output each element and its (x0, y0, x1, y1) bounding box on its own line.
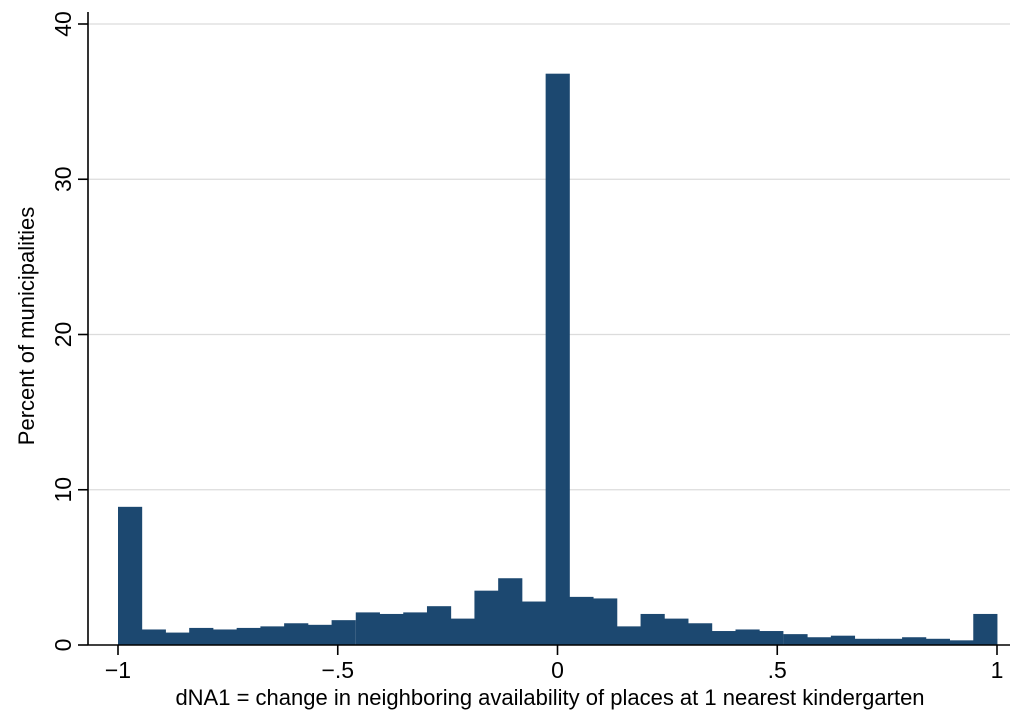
bar-24 (688, 623, 713, 645)
bar-20 (593, 598, 618, 645)
bar-22 (640, 613, 665, 645)
bar-25 (711, 631, 736, 645)
bar-31 (854, 638, 879, 645)
bar-26 (735, 629, 760, 645)
bar-32 (878, 638, 903, 645)
bar-29 (807, 637, 832, 645)
x-tick-label-2: 0 (551, 657, 564, 683)
x-tick-label-1: −.5 (321, 657, 354, 683)
bar-17 (521, 601, 547, 645)
y-tick-label-0: 0 (50, 639, 76, 652)
bar-10 (355, 612, 380, 645)
bar-7 (284, 623, 309, 645)
bar-30 (830, 635, 856, 645)
bar-33 (902, 637, 927, 645)
bar-19 (569, 596, 594, 645)
x-ticks: −1 −.5 0 .5 1 (105, 645, 1004, 683)
bar-34 (925, 638, 950, 645)
y-tick-label-3: 30 (50, 166, 76, 192)
bar-13 (426, 606, 452, 645)
y-axis-title: Percent of municipalities (14, 207, 39, 445)
bar-16 (498, 578, 523, 645)
bar-36 (973, 613, 998, 645)
bar-18 (545, 73, 570, 646)
bar-28 (783, 634, 808, 645)
y-tick-label-4: 40 (50, 11, 76, 37)
bar-15 (474, 590, 499, 645)
y-tick-label-1: 10 (50, 477, 76, 503)
x-axis-title: dNA1 = change in neighboring availabilit… (175, 685, 924, 710)
bar-23 (664, 618, 689, 645)
bar-9 (331, 620, 356, 645)
bar-12 (403, 612, 428, 645)
bar-11 (379, 613, 404, 645)
bar-21 (616, 626, 642, 645)
bar-6 (260, 626, 285, 645)
bar-27 (759, 631, 784, 645)
bars (118, 73, 998, 646)
bar-5 (236, 627, 261, 645)
bar-2 (165, 632, 190, 645)
bar-14 (450, 618, 475, 645)
axes (87, 12, 1010, 646)
bar-1 (141, 629, 166, 645)
x-tick-label-4: 1 (991, 657, 1004, 683)
bar-3 (189, 627, 214, 645)
bar-4 (212, 629, 238, 645)
bar-8 (307, 624, 333, 645)
x-tick-label-0: −1 (105, 657, 131, 683)
bar-0 (118, 506, 143, 645)
y-ticks: 0 10 20 30 40 (50, 11, 88, 651)
bar-35 (949, 640, 974, 645)
y-tick-label-2: 20 (50, 322, 76, 348)
x-tick-label-3: .5 (768, 657, 787, 683)
